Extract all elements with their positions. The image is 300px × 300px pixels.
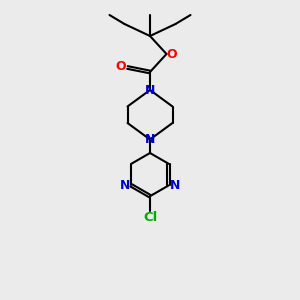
Text: N: N [170,179,181,192]
Text: N: N [145,133,155,146]
Text: O: O [167,47,177,61]
Text: O: O [116,59,126,73]
Text: N: N [119,179,130,192]
Text: Cl: Cl [143,211,157,224]
Text: N: N [145,83,155,97]
